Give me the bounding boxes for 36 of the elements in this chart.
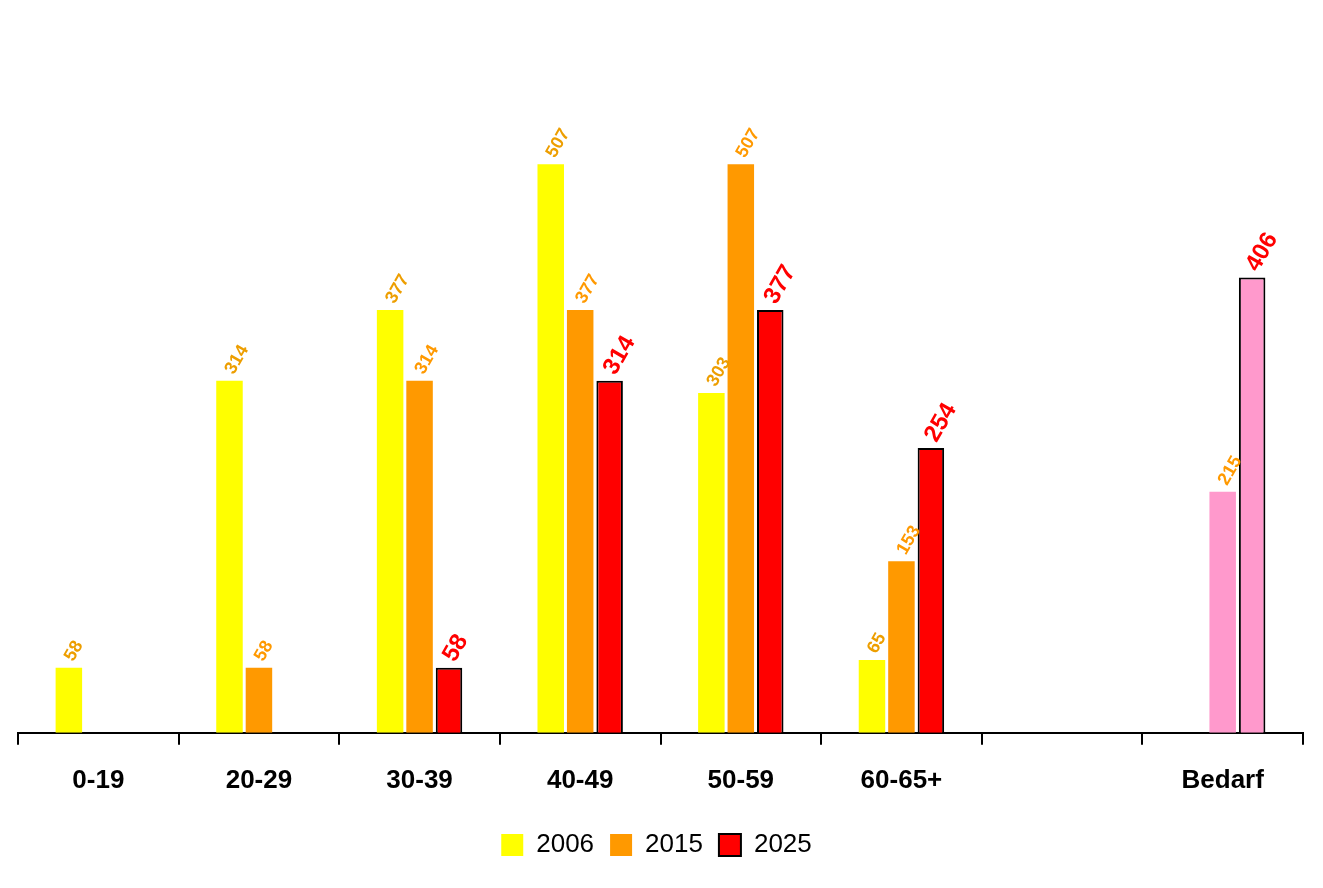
bar [406,380,433,733]
x-tick-label: 0-19 [72,763,125,794]
data-label: 314 [410,341,443,378]
bar [566,310,594,733]
data-label: 507 [541,124,574,161]
bar [858,659,886,733]
data-label: 58 [435,628,473,666]
x-tick-label: 30-39 [386,763,453,794]
legend-label: 2025 [753,828,812,859]
data-label: 377 [570,270,603,307]
x-tick-label: 40-49 [546,763,614,794]
data-label: 314 [219,341,253,378]
legend-label: 2015 [645,828,703,859]
data-label: 377 [380,270,413,307]
data-label: 153 [891,521,925,558]
bar [245,667,273,733]
data-label: 406 [1238,227,1283,276]
x-tick-label: 60-65+ [860,763,943,794]
bar [698,393,725,733]
data-label: 377 [756,259,801,308]
data-label: 65 [862,629,890,657]
bar [1209,491,1236,733]
bar [55,667,83,733]
data-label: 507 [731,124,764,161]
legend-label: 2006 [536,828,595,859]
bar [216,380,243,733]
x-tick-label: 50-59 [707,763,775,794]
data-label: 58 [249,636,277,665]
data-label: 58 [59,636,87,665]
bar [537,164,564,733]
x-tick-label: Bedarf [1181,763,1265,794]
bar [376,310,404,733]
x-tick-label: 20-29 [225,763,293,794]
data-label: 303 [701,353,735,390]
data-label: 314 [596,329,641,379]
bar [888,561,915,733]
